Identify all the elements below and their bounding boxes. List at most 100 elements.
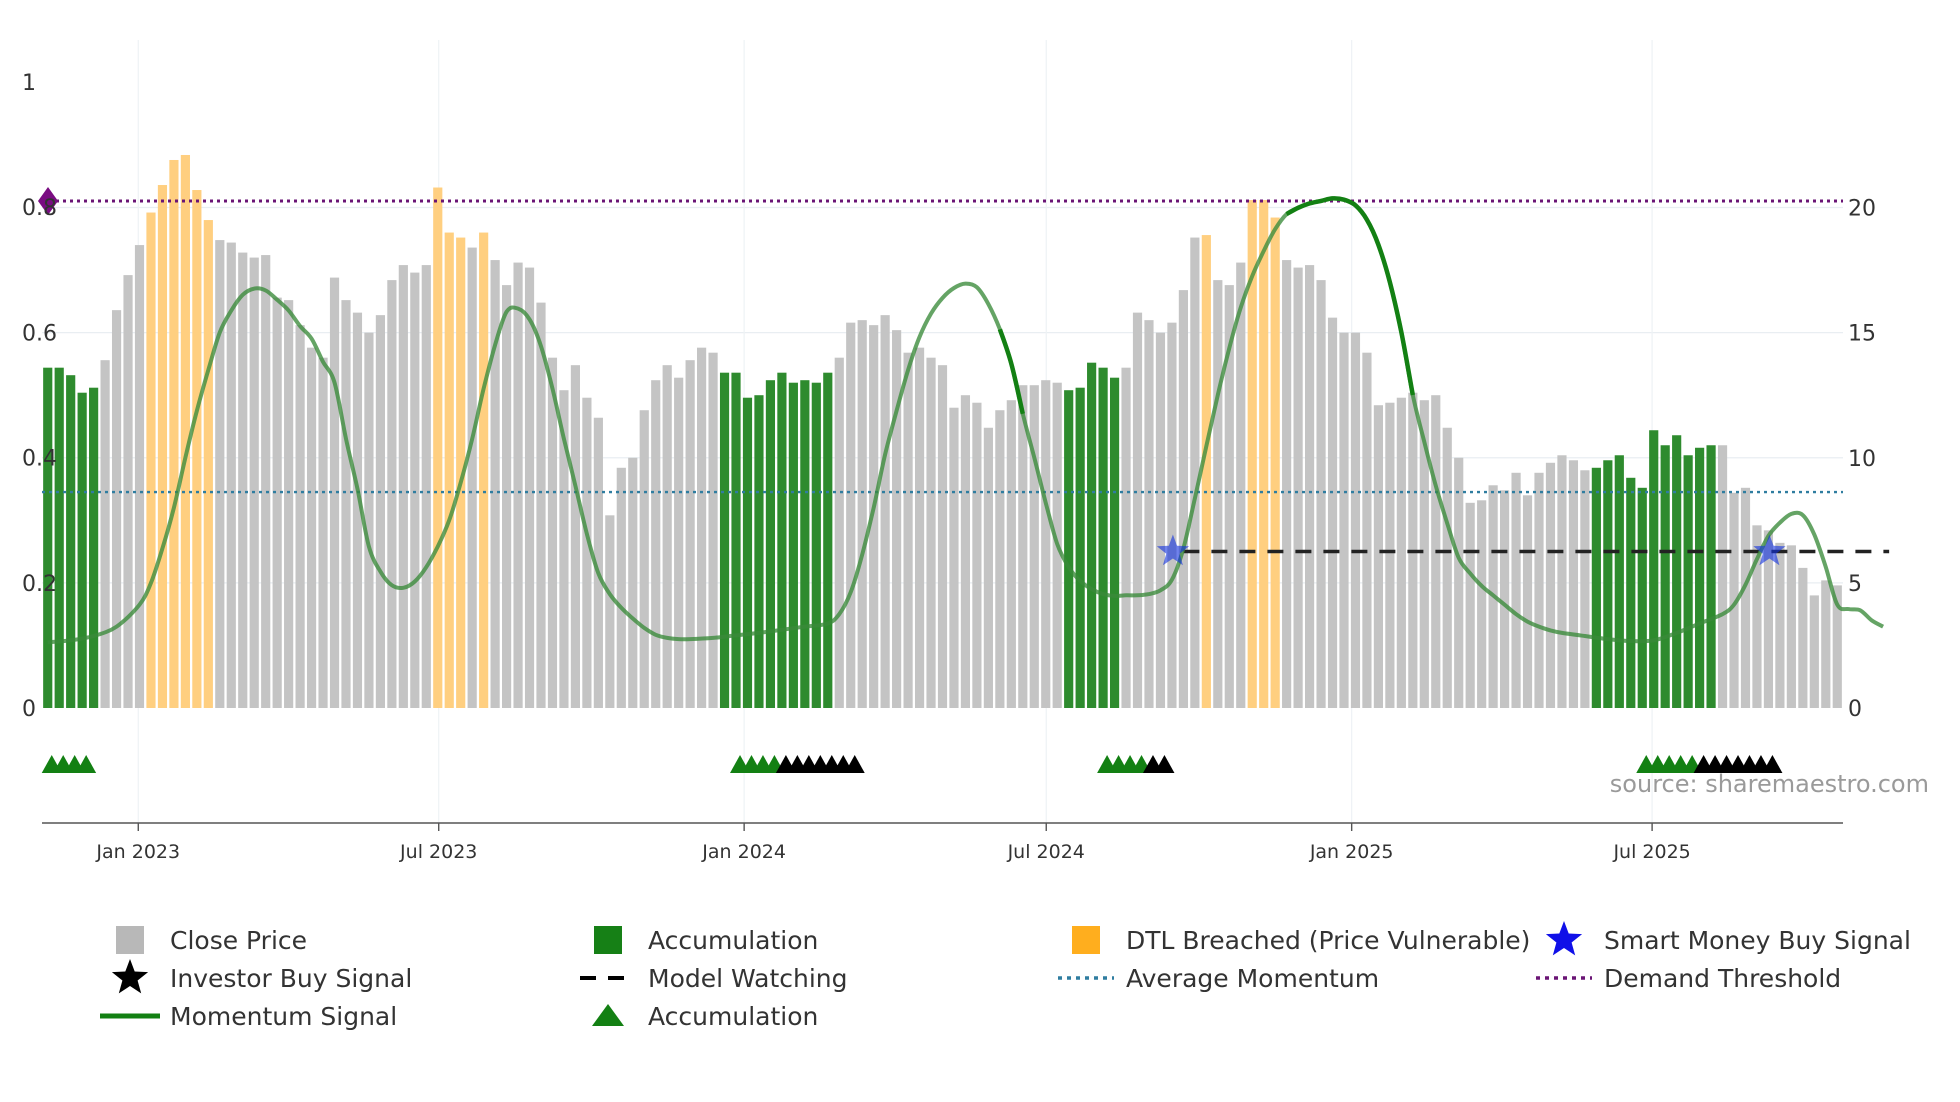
left-tick-label: 0 xyxy=(22,697,36,722)
price-bar xyxy=(1190,237,1200,708)
smart-money-buy-star xyxy=(1753,534,1786,566)
price-bar xyxy=(800,380,810,708)
price-bar xyxy=(651,380,661,708)
price-bar xyxy=(1809,595,1819,708)
accumulation-marker xyxy=(76,755,97,773)
price-bar xyxy=(249,257,259,708)
price-bar xyxy=(685,360,695,708)
legend-item: Demand Threshold xyxy=(1536,964,1841,993)
price-bar xyxy=(1763,530,1774,708)
x-tick-label: Jul 2024 xyxy=(1007,841,1085,863)
price-bar xyxy=(1327,317,1338,708)
price-bar xyxy=(1144,320,1154,708)
price-bar xyxy=(479,232,489,708)
price-bar xyxy=(1006,400,1016,708)
price-bar xyxy=(295,325,305,708)
price-bar xyxy=(1660,445,1670,708)
price-bar xyxy=(54,367,64,708)
price-bar xyxy=(261,255,271,708)
legend-item: Momentum Signal xyxy=(100,1002,397,1031)
accumulation-marker xyxy=(1154,755,1175,773)
price-bar xyxy=(903,352,913,708)
price-bar xyxy=(1798,567,1808,708)
price-bar xyxy=(306,347,317,708)
accumulation-marker xyxy=(1762,755,1783,773)
price-bar xyxy=(1511,472,1521,708)
price-bar xyxy=(995,410,1005,708)
price-bar xyxy=(1041,380,1051,708)
x-tick-label: Jul 2023 xyxy=(399,841,477,863)
price-bar xyxy=(1121,367,1131,708)
price-bar xyxy=(1109,377,1120,708)
price-bar xyxy=(708,352,718,708)
x-tick-label: Jan 2025 xyxy=(1309,841,1394,863)
price-bar xyxy=(1614,455,1624,708)
price-bar xyxy=(1557,455,1567,708)
price-bar xyxy=(1396,397,1406,708)
price-bar xyxy=(1282,260,1292,708)
price-bar xyxy=(1087,362,1097,708)
legend-label: Model Watching xyxy=(648,964,848,993)
price-bar xyxy=(823,372,833,708)
legend-swatch-square xyxy=(1072,926,1100,954)
price-bar xyxy=(1454,457,1464,708)
price-bar xyxy=(593,417,603,708)
x-tick-label: Jan 2024 xyxy=(701,841,786,863)
price-bar xyxy=(582,397,592,708)
price-bar xyxy=(433,187,443,708)
price-bar xyxy=(811,382,821,708)
price-bar xyxy=(834,357,844,708)
price-bar xyxy=(89,387,99,708)
legend-label: Investor Buy Signal xyxy=(170,964,412,993)
price-bar xyxy=(421,265,431,708)
price-bar xyxy=(1832,585,1842,708)
price-bar xyxy=(410,272,420,708)
price-bar xyxy=(846,322,856,708)
price-bar xyxy=(697,347,707,708)
price-bar xyxy=(1029,385,1039,708)
left-tick-label: 0.2 xyxy=(22,572,57,597)
price-bar xyxy=(364,332,374,708)
legend-item: Accumulation xyxy=(592,1002,818,1031)
price-bar xyxy=(662,365,672,708)
price-bar xyxy=(1373,405,1383,708)
price-bar xyxy=(352,312,363,708)
price-bar xyxy=(914,347,925,708)
price-bar xyxy=(456,237,466,708)
legend-swatch-star-icon xyxy=(111,959,149,994)
right-tick-label: 20 xyxy=(1848,197,1876,222)
price-bar xyxy=(375,315,385,708)
price-bar xyxy=(318,357,328,708)
price-bar xyxy=(1224,285,1234,708)
price-bar xyxy=(1316,280,1326,708)
price-bar xyxy=(203,220,213,708)
price-bar xyxy=(983,427,993,708)
price-bar xyxy=(1178,290,1188,708)
source-label: source: sharemaestro.com xyxy=(1610,770,1929,798)
left-tick-label: 0.8 xyxy=(22,196,57,221)
axes: Jan 2023 Jul 2023 Jan 2024 Jul 2024 Jan 2025… xyxy=(22,71,1876,863)
smart-money-buy-star xyxy=(1156,534,1190,566)
price-bar xyxy=(1419,400,1429,708)
price-bar xyxy=(788,382,798,708)
price-bar xyxy=(616,467,626,708)
price-bar xyxy=(1236,262,1246,708)
signal-markers xyxy=(41,534,1786,773)
legend-item: Average Momentum xyxy=(1058,964,1379,993)
legend-swatch-star-icon xyxy=(1545,921,1583,956)
momentum-signal-line xyxy=(47,196,1885,645)
legend: Close Price Accumulation DTL Breached (Pri… xyxy=(100,921,1911,1031)
accumulation-marker xyxy=(844,755,865,773)
price-bar xyxy=(43,367,53,708)
price-bar xyxy=(1637,487,1647,708)
price-bar xyxy=(329,277,340,708)
price-bar xyxy=(1649,430,1659,708)
legend-item: Accumulation xyxy=(594,926,818,955)
price-bar xyxy=(215,240,225,708)
price-bar xyxy=(1545,462,1556,708)
legend-swatch-square xyxy=(116,926,144,954)
legend-item: Close Price xyxy=(116,926,307,955)
momentum-line-highlight xyxy=(997,328,1025,415)
price-bar xyxy=(765,380,776,708)
legend-item: Model Watching xyxy=(580,964,848,993)
